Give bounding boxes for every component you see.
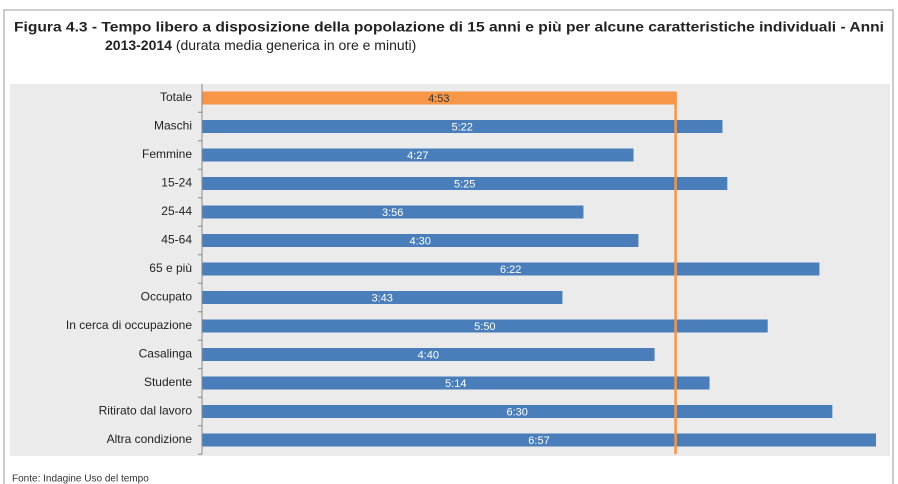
bar <box>202 148 634 162</box>
bar <box>202 348 655 361</box>
bar <box>202 376 710 390</box>
title-year: 2013-2014 <box>105 37 172 53</box>
value-label: 6:30 <box>506 406 527 418</box>
subtitle: (durata media generica in ore e minuti) <box>176 37 416 53</box>
y-tick-label: Studente <box>144 375 192 389</box>
value-label: 5:14 <box>445 378 466 390</box>
value-label: 6:57 <box>528 435 549 447</box>
y-tick-label: Altra condizione <box>107 432 193 446</box>
value-label: 4:30 <box>409 235 430 247</box>
value-label: 5:22 <box>452 121 473 133</box>
y-tick-label: 25-44 <box>161 204 192 218</box>
y-tick-label: Ritirato dal lavoro <box>99 404 193 418</box>
value-label: 4:27 <box>407 150 428 162</box>
bar <box>202 234 639 247</box>
value-label: 4:40 <box>418 349 439 361</box>
y-tick-label: Maschi <box>154 119 192 133</box>
bar <box>202 91 676 105</box>
value-label: 3:56 <box>382 207 403 219</box>
y-tick-label: Totale <box>160 90 192 104</box>
value-label: 3:43 <box>372 292 393 304</box>
bar <box>202 177 728 190</box>
chart-title-line2: 2013-2014 (durata media generica in ore … <box>105 37 416 53</box>
bar <box>202 291 563 304</box>
bar <box>202 319 768 333</box>
value-label: 5:25 <box>454 178 475 190</box>
source: Fonte: Indagine Uso del tempo <box>12 474 149 484</box>
value-label: 6:22 <box>500 264 521 276</box>
bar <box>202 120 723 133</box>
y-tick-label: In cerca di occupazione <box>66 318 192 332</box>
y-tick-label: 65 e più <box>149 261 192 275</box>
bar <box>202 262 820 276</box>
chart-title: Figura 4.3 - Tempo libero a disposizione… <box>14 19 884 35</box>
y-tick-label: Femmine <box>142 147 192 161</box>
bar <box>202 433 876 447</box>
bar <box>202 205 584 219</box>
y-tick-label: 15-24 <box>161 176 192 190</box>
y-tick-label: 45-64 <box>161 233 192 247</box>
value-label: 4:53 <box>428 93 449 105</box>
value-label: 5:50 <box>474 321 495 333</box>
y-tick-label: Casalinga <box>139 347 193 361</box>
y-tick-label: Occupato <box>141 290 193 304</box>
